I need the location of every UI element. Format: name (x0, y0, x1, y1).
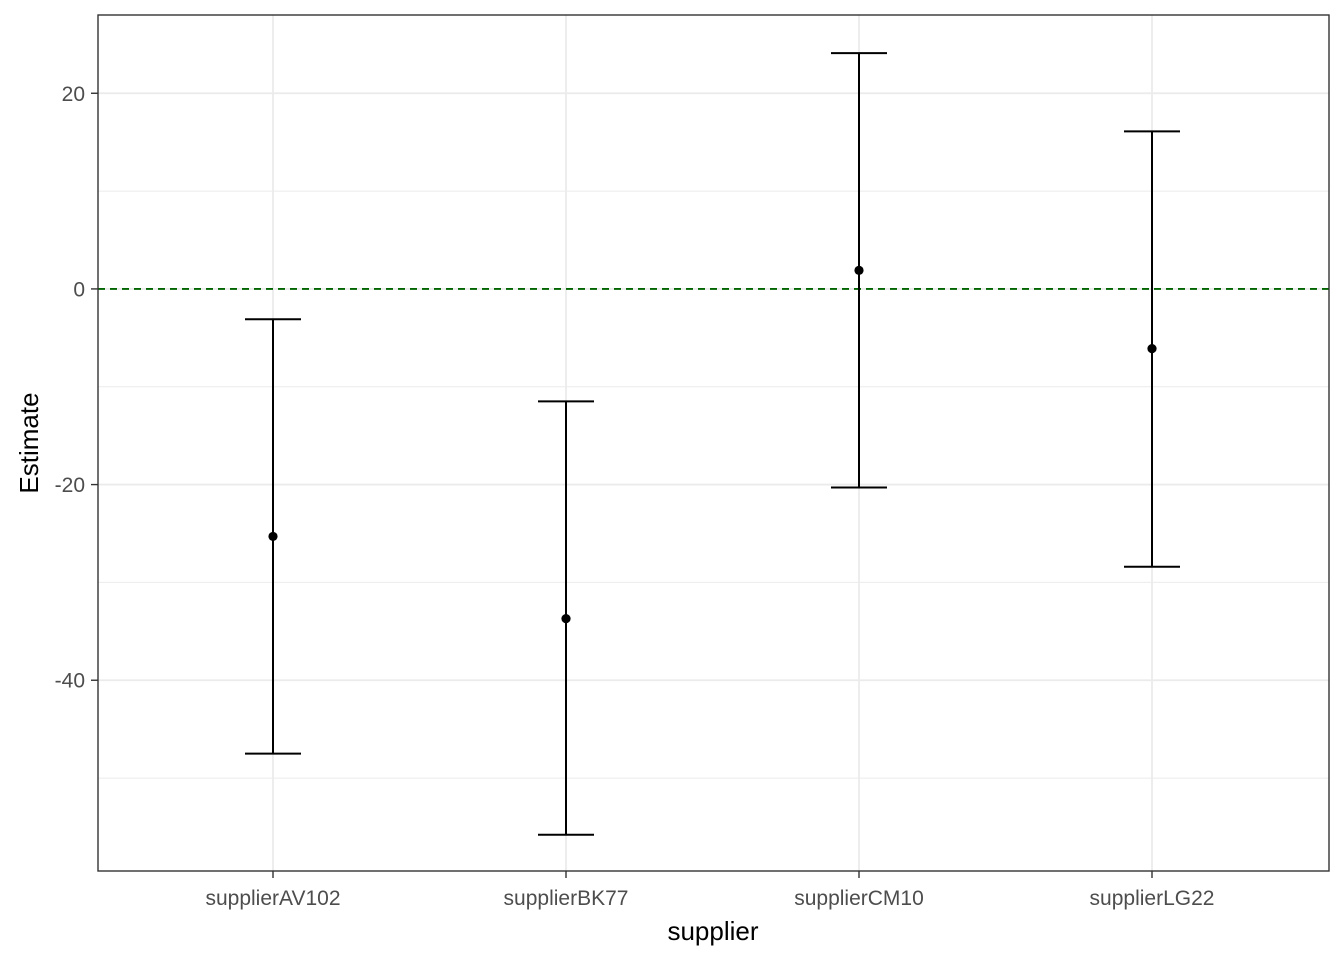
estimate-point-supplierCM10 (854, 265, 864, 275)
x-axis-title: supplier (667, 916, 758, 946)
axes: 20 0 -20 -40 supplierAV102 supplierBK77 suppli… (55, 83, 1215, 910)
estimate-point-supplierBK77 (561, 614, 571, 624)
y-tick-label: -20 (55, 474, 85, 497)
panel-border (97, 14, 1330, 872)
estimate-point-supplierAV102 (268, 531, 278, 542)
x-tick-label: supplierCM10 (794, 887, 924, 910)
x-tick-label: supplierBK77 (504, 887, 629, 910)
y-tick-label: 0 (73, 278, 85, 301)
error-bars (245, 52, 1180, 836)
x-tick-label: supplierAV102 (205, 887, 340, 910)
y-tick-label: -40 (55, 670, 85, 693)
x-tick-label: supplierLG22 (1090, 887, 1215, 910)
panel-background (98, 15, 1329, 871)
y-tick-label: 20 (62, 83, 85, 106)
y-axis-title: Estimate (14, 392, 44, 493)
estimate-point-supplierLG22 (1147, 343, 1157, 354)
